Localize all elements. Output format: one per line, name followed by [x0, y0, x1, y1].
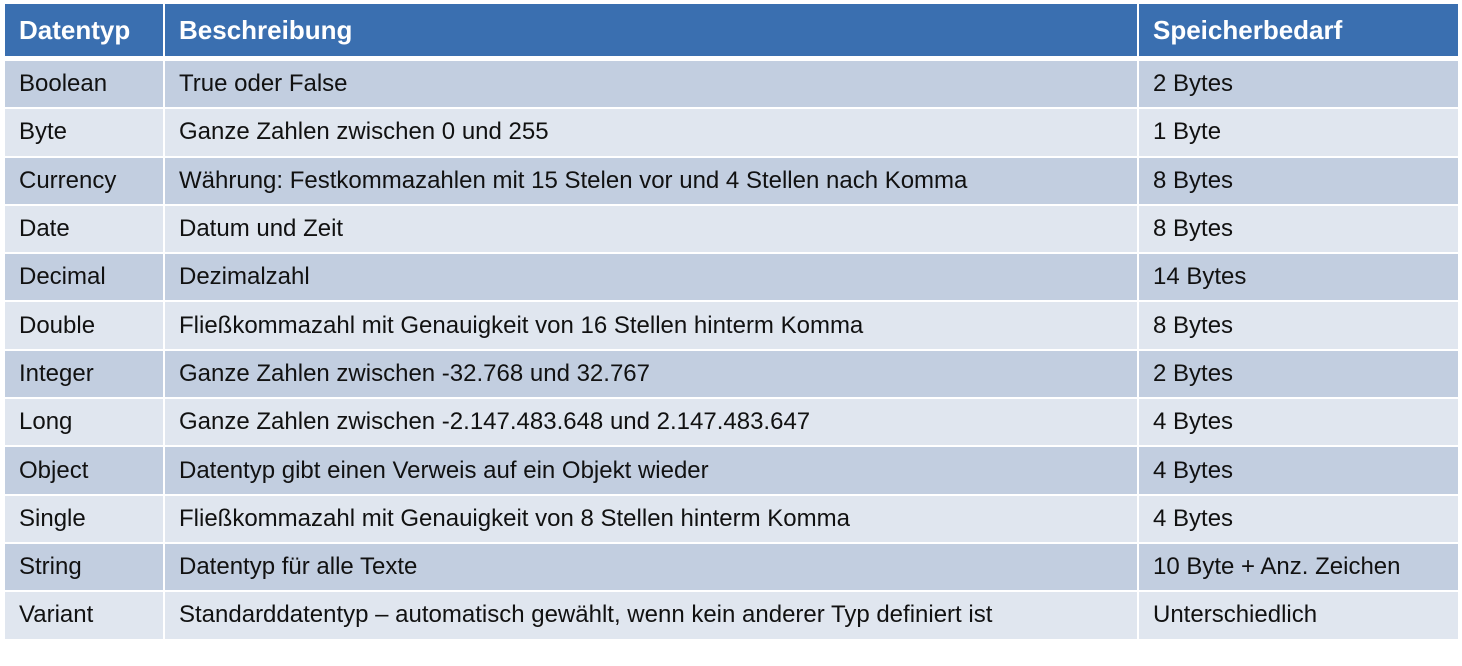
cell-beschreibung: Datentyp für alle Texte: [163, 541, 1139, 593]
data-types-table: Datentyp Beschreibung Speicherbedarf Boo…: [3, 2, 1460, 641]
cell-speicherbedarf: 8 Bytes: [1137, 203, 1460, 255]
cell-datentyp: String: [3, 541, 165, 593]
cell-beschreibung: Datum und Zeit: [163, 203, 1139, 255]
table-row: Variant Standarddatentyp – automatisch g…: [3, 590, 1460, 641]
cell-speicherbedarf: 2 Bytes: [1137, 57, 1460, 110]
cell-datentyp: Long: [3, 397, 165, 448]
cell-datentyp: Variant: [3, 590, 165, 641]
header-speicherbedarf: Speicherbedarf: [1137, 2, 1460, 61]
cell-beschreibung: Dezimalzahl: [163, 252, 1139, 303]
cell-datentyp: Date: [3, 203, 165, 255]
table-row: Byte Ganze Zahlen zwischen 0 und 255 1 B…: [3, 107, 1460, 158]
cell-beschreibung: Fließkommazahl mit Genauigkeit von 16 St…: [163, 300, 1139, 351]
cell-speicherbedarf: 4 Bytes: [1137, 397, 1460, 448]
cell-speicherbedarf: 8 Bytes: [1137, 155, 1460, 206]
cell-datentyp: Integer: [3, 348, 165, 400]
cell-speicherbedarf: 2 Bytes: [1137, 348, 1460, 400]
table-row: String Datentyp für alle Texte 10 Byte +…: [3, 541, 1460, 593]
table-header-row: Datentyp Beschreibung Speicherbedarf: [3, 2, 1460, 61]
table-row: Object Datentyp gibt einen Verweis auf e…: [3, 445, 1460, 496]
cell-beschreibung: True oder False: [163, 57, 1139, 110]
cell-datentyp: Double: [3, 300, 165, 351]
cell-beschreibung: Währung: Festkommazahlen mit 15 Stelen v…: [163, 155, 1139, 206]
cell-beschreibung: Datentyp gibt einen Verweis auf ein Obje…: [163, 445, 1139, 496]
cell-speicherbedarf: 14 Bytes: [1137, 252, 1460, 303]
cell-speicherbedarf: 4 Bytes: [1137, 445, 1460, 496]
data-types-table-container: Datentyp Beschreibung Speicherbedarf Boo…: [3, 2, 1460, 641]
header-datentyp: Datentyp: [3, 2, 165, 61]
cell-beschreibung: Fließkommazahl mit Genauigkeit von 8 Ste…: [163, 493, 1139, 544]
table-row: Integer Ganze Zahlen zwischen -32.768 un…: [3, 348, 1460, 400]
cell-datentyp: Decimal: [3, 252, 165, 303]
cell-datentyp: Single: [3, 493, 165, 544]
cell-speicherbedarf: Unterschiedlich: [1137, 590, 1460, 641]
cell-beschreibung: Ganze Zahlen zwischen -2.147.483.648 und…: [163, 397, 1139, 448]
cell-speicherbedarf: 10 Byte + Anz. Zeichen: [1137, 541, 1460, 593]
cell-speicherbedarf: 4 Bytes: [1137, 493, 1460, 544]
cell-datentyp: Boolean: [3, 57, 165, 110]
cell-beschreibung: Ganze Zahlen zwischen -32.768 und 32.767: [163, 348, 1139, 400]
table-row: Single Fließkommazahl mit Genauigkeit vo…: [3, 493, 1460, 544]
cell-datentyp: Byte: [3, 107, 165, 158]
cell-beschreibung: Standarddatentyp – automatisch gewählt, …: [163, 590, 1139, 641]
cell-datentyp: Object: [3, 445, 165, 496]
cell-datentyp: Currency: [3, 155, 165, 206]
table-row: Decimal Dezimalzahl 14 Bytes: [3, 252, 1460, 303]
table-row: Date Datum und Zeit 8 Bytes: [3, 203, 1460, 255]
cell-beschreibung: Ganze Zahlen zwischen 0 und 255: [163, 107, 1139, 158]
table-row: Double Fließkommazahl mit Genauigkeit vo…: [3, 300, 1460, 351]
table-row: Boolean True oder False 2 Bytes: [3, 57, 1460, 110]
table-row: Currency Währung: Festkommazahlen mit 15…: [3, 155, 1460, 206]
header-beschreibung: Beschreibung: [163, 2, 1139, 61]
table-row: Long Ganze Zahlen zwischen -2.147.483.64…: [3, 397, 1460, 448]
cell-speicherbedarf: 1 Byte: [1137, 107, 1460, 158]
cell-speicherbedarf: 8 Bytes: [1137, 300, 1460, 351]
